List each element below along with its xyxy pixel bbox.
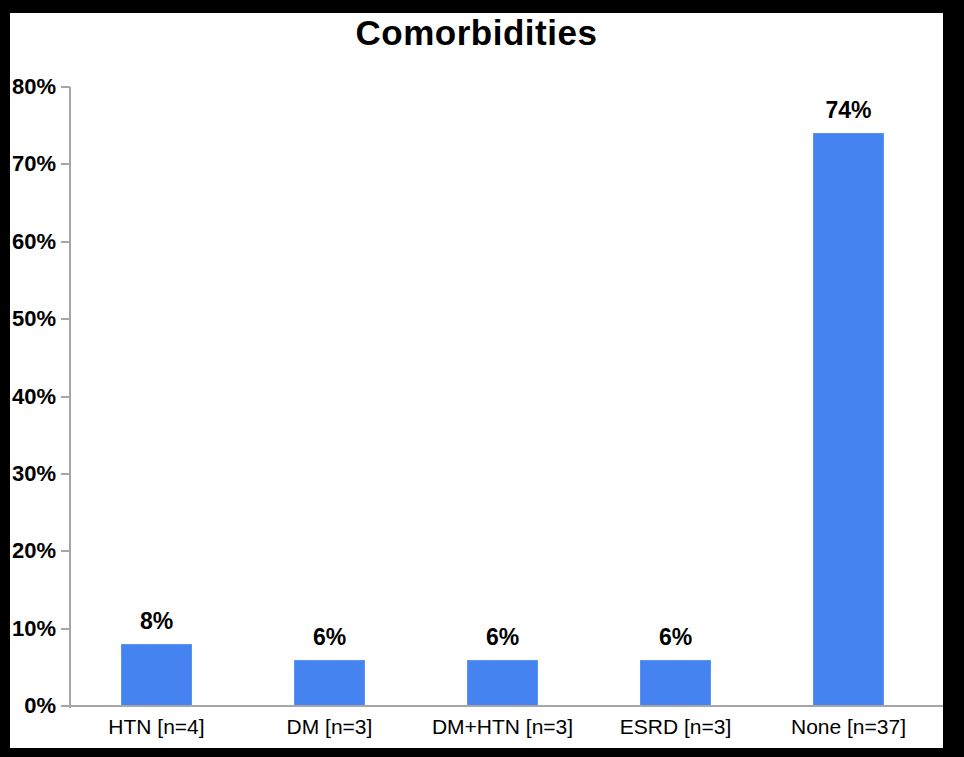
- x-category-label: DM+HTN [n=3]: [413, 716, 593, 737]
- chart-background: Comorbidities 0%10%20%30%40%50%60%70%80%…: [10, 13, 943, 748]
- y-axis-line: [69, 87, 71, 708]
- x-category-label: ESRD [n=3]: [586, 716, 766, 737]
- bar: [467, 660, 538, 706]
- chart-frame: Comorbidities 0%10%20%30%40%50%60%70%80%…: [0, 0, 964, 757]
- x-category-label: None [n=37]: [759, 716, 939, 737]
- bar: [294, 660, 365, 706]
- y-tick-label: 40%: [10, 386, 56, 408]
- y-tick-label: 20%: [10, 540, 56, 562]
- bar-value-label: 8%: [97, 610, 217, 633]
- x-category-label: DM [n=3]: [240, 716, 420, 737]
- bar-value-label: 6%: [270, 626, 390, 649]
- x-axis-line: [61, 705, 943, 707]
- y-tick-label: 80%: [10, 76, 56, 98]
- bar-value-label: 74%: [789, 99, 909, 122]
- bar: [121, 644, 192, 706]
- bar: [813, 133, 884, 706]
- bar-value-label: 6%: [443, 626, 563, 649]
- y-tick-label: 0%: [10, 695, 56, 717]
- bar-value-label: 6%: [616, 626, 736, 649]
- x-category-label: HTN [n=4]: [67, 716, 247, 737]
- y-tick-label: 10%: [10, 618, 56, 640]
- plot-area: 0% 10% 20% 30% 40% 50% 60% 70% 80% 8% HTN [n=4] 6% D…: [10, 13, 943, 748]
- bar: [640, 660, 711, 706]
- y-tick-label: 60%: [10, 231, 56, 253]
- y-tick-label: 30%: [10, 463, 56, 485]
- y-tick-label: 50%: [10, 308, 56, 330]
- y-tick-label: 70%: [10, 153, 56, 175]
